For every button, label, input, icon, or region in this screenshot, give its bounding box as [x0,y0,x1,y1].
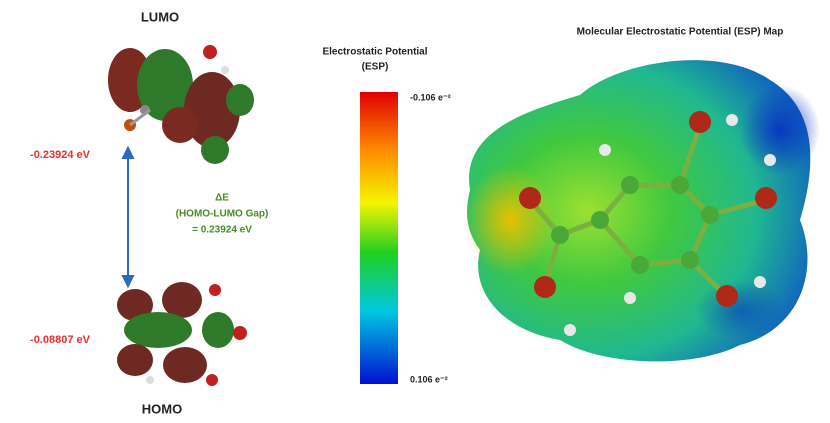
esp-map [465,60,820,361]
colorbar-bottom-label: 0.106 e⁻² [410,374,448,384]
figure: LUMO -0.23924 eV ΔE (HOMO-LUMO Gap) = 0.… [0,0,830,423]
gap-arrow [123,148,133,286]
gap-label: (HOMO-LUMO Gap) [176,209,269,220]
gap-symbol: ΔE [215,193,229,204]
colorbar-top-label: -0.106 e⁻² [410,92,451,102]
lumo-orbital [108,45,254,164]
lumo-label: LUMO [141,9,179,24]
homo-energy: -0.08807 eV [30,334,91,346]
colorbar-subtitle: (ESP) [362,62,389,73]
homo-orbital [117,282,247,386]
colorbar [360,92,398,384]
esp-map-title: Molecular Electrostatic Potential (ESP) … [577,27,784,38]
gap-value: = 0.23924 eV [192,225,252,236]
colorbar-title: Electrostatic Potential [322,47,427,58]
homo-label: HOMO [142,401,182,416]
lumo-energy: -0.23924 eV [30,149,91,161]
